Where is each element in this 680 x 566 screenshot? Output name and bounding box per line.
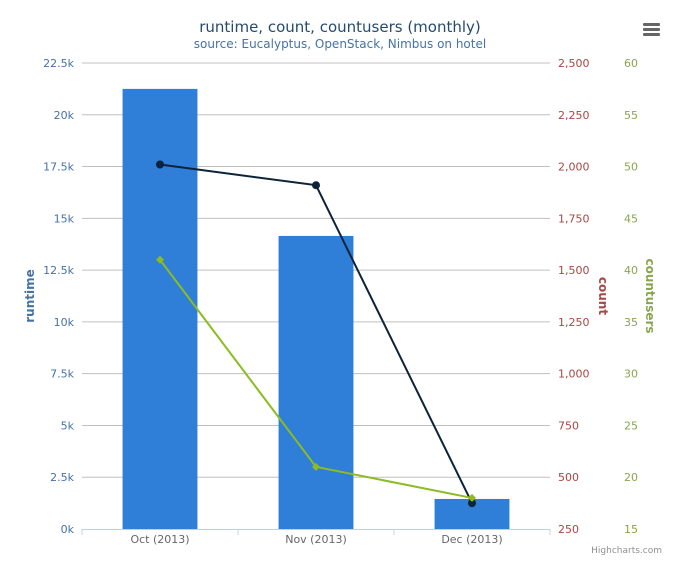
x-tick-label: Dec (2013) <box>441 533 502 546</box>
count-tick-label: 2,500 <box>558 57 590 70</box>
x-tick-label: Oct (2013) <box>130 533 189 546</box>
runtime-tick-label: 17.5k <box>43 161 74 174</box>
countusers-tick-label: 50 <box>624 161 638 174</box>
chart-title: runtime, count, countusers (monthly) <box>199 18 481 36</box>
count-tick-label: 1,500 <box>558 264 590 277</box>
runtime-axis-title: runtime <box>23 269 37 323</box>
countusers-tick-label: 55 <box>624 109 638 122</box>
x-tick-label: Nov (2013) <box>285 533 347 546</box>
count-tick-label: 1,250 <box>558 316 590 329</box>
bar-runtime[interactable] <box>278 235 354 529</box>
count-tick-label: 2,250 <box>558 109 590 122</box>
countusers-tick-label: 35 <box>624 316 638 329</box>
point-countusers[interactable] <box>156 255 164 264</box>
count-axis-title: count <box>596 277 610 315</box>
count-tick-label: 1,750 <box>558 212 590 225</box>
line-series <box>156 160 476 508</box>
runtime-tick-label: 10k <box>54 316 75 329</box>
hamburger-menu-icon[interactable] <box>643 23 660 36</box>
countusers-tick-label: 45 <box>624 212 638 225</box>
runtime-tick-label: 7.5k <box>50 368 74 381</box>
bar-runtime[interactable] <box>122 88 198 529</box>
countusers-tick-label: 25 <box>624 419 638 432</box>
chart-subtitle: source: Eucalyptus, OpenStack, Nimbus on… <box>194 37 486 51</box>
axes: 0k 2.5k 5k 7.5k 10k 12.5k 15k 17.5k 20k 22.5k runt… <box>23 57 657 546</box>
countusers-axis-title: countusers <box>643 258 657 333</box>
runtime-tick-label: 12.5k <box>43 264 74 277</box>
runtime-tick-label: 5k <box>61 419 75 432</box>
point-count[interactable] <box>312 181 320 190</box>
count-tick-label: 2,000 <box>558 161 590 174</box>
countusers-tick-label: 30 <box>624 368 638 381</box>
count-tick-label: 500 <box>558 471 579 484</box>
credits-link[interactable]: Highcharts.com <box>591 546 662 556</box>
runtime-tick-label: 0k <box>61 523 75 536</box>
export-menu-button[interactable] <box>636 17 666 41</box>
countusers-tick-label: 60 <box>624 57 638 70</box>
runtime-tick-label: 22.5k <box>43 57 74 70</box>
point-countusers[interactable] <box>468 493 476 502</box>
runtime-tick-label: 15k <box>54 212 75 225</box>
point-countusers[interactable] <box>312 462 320 471</box>
count-tick-label: 1,000 <box>558 368 590 381</box>
runtime-tick-label: 2.5k <box>50 471 74 484</box>
countusers-tick-label: 15 <box>624 523 638 536</box>
runtime-tick-label: 20k <box>54 109 75 122</box>
point-count[interactable] <box>156 160 164 169</box>
count-tick-label: 250 <box>558 523 579 536</box>
count-tick-label: 750 <box>558 419 579 432</box>
point-count[interactable] <box>468 499 476 508</box>
countusers-tick-label: 20 <box>624 471 638 484</box>
countusers-tick-label: 40 <box>624 264 638 277</box>
